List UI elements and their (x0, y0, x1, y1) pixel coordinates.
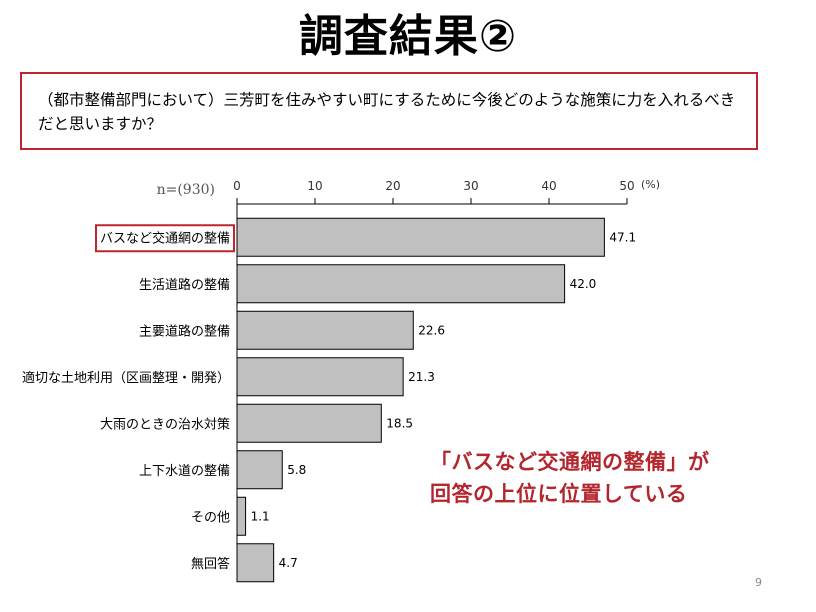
page-title: 調査結果② (298, 11, 518, 62)
x-tick-label: 50 (619, 179, 634, 193)
survey-question-box: （都市整備部門において）三芳町を住みやすい町にするために今後どのような施策に力を… (20, 72, 758, 150)
bar (236, 496, 247, 536)
bar (236, 264, 566, 304)
summary-note-line-1: 「バスなど交通網の整備」が (430, 450, 710, 474)
x-tick-label: 0 (233, 179, 241, 193)
category-label: 主要道路の整備 (139, 323, 230, 339)
category-label: 適切な土地利用（区画整理・開発） (22, 370, 230, 386)
page-number: 9 (755, 576, 762, 589)
bar-value-label: 21.3 (408, 370, 435, 384)
x-tick-label: 20 (385, 179, 400, 193)
bar-value-label: 1.1 (251, 509, 270, 523)
bar-value-label: 5.8 (287, 463, 306, 477)
survey-question-text: （都市整備部門において）三芳町を住みやすい町にするために今後どのような施策に力を… (38, 91, 736, 133)
bar-value-label: 18.5 (386, 416, 413, 430)
category-label: バスなど交通網の整備 (100, 230, 230, 246)
summary-note: 「バスなど交通網の整備」が 回答の上位に位置している (430, 446, 780, 510)
category-label: 大雨のときの治水対策 (100, 416, 230, 432)
category-label: 生活道路の整備 (139, 277, 230, 293)
unit-label: (%) (641, 178, 660, 191)
bar (236, 357, 404, 397)
category-label: その他 (191, 510, 230, 525)
bar-value-label: 42.0 (570, 277, 597, 291)
x-tick-label: 10 (307, 179, 322, 193)
bar (236, 310, 414, 350)
bar (236, 403, 382, 443)
x-tick-label: 40 (541, 179, 556, 193)
x-tick-label: 30 (463, 179, 478, 193)
bar (236, 217, 605, 257)
sample-size-label: n=(930) (157, 182, 215, 198)
bar-value-label: 22.6 (418, 323, 445, 337)
bar (236, 543, 275, 583)
bar (236, 450, 283, 490)
summary-note-line-2: 回答の上位に位置している (430, 482, 688, 506)
category-label: 上下水道の整備 (139, 463, 230, 479)
bar-value-label: 4.7 (279, 556, 298, 570)
bar-value-label: 47.1 (609, 230, 636, 244)
highlight-box (94, 224, 235, 253)
category-label: 無回答 (191, 556, 230, 572)
